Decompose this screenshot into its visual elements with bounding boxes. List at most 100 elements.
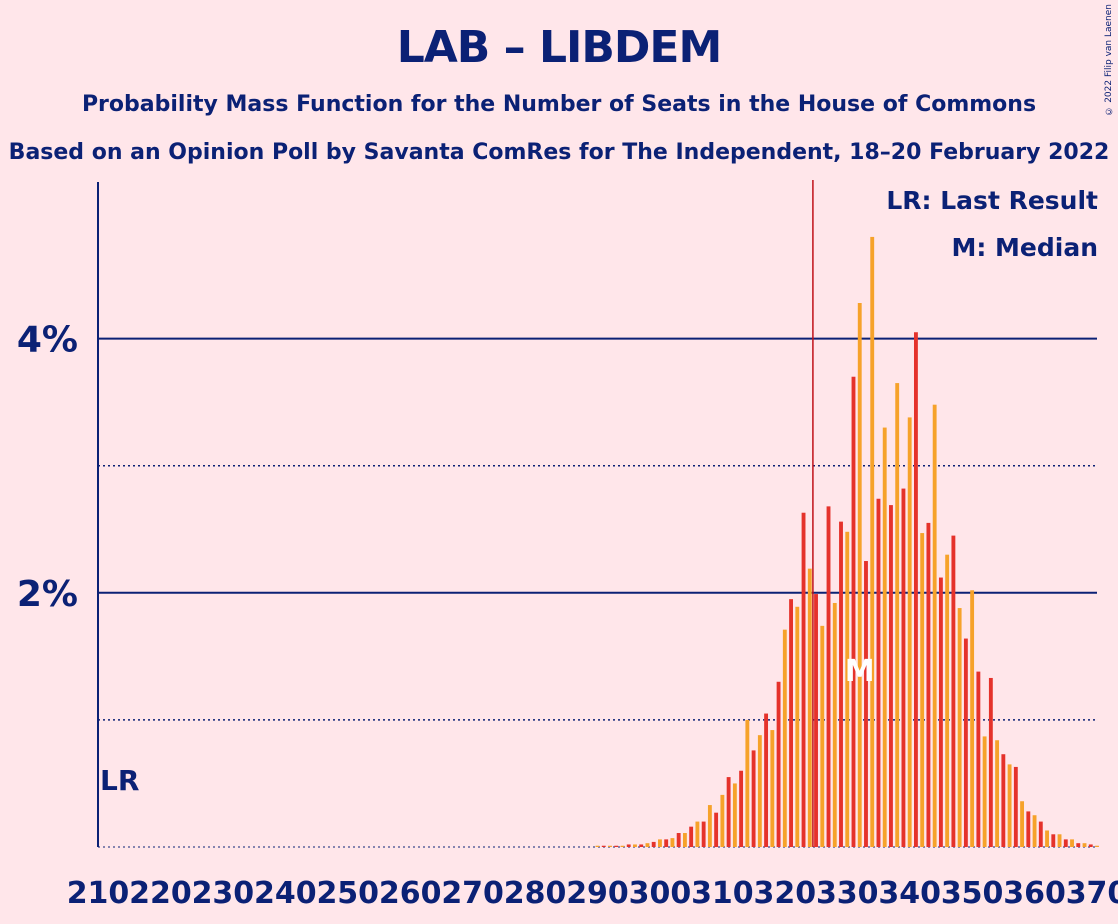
bar-seat-350 xyxy=(970,590,975,847)
bar-seat-369 xyxy=(1088,844,1093,847)
bar-seat-324 xyxy=(807,568,812,847)
y-tick-label: 4% xyxy=(17,320,78,361)
bar-seat-348 xyxy=(957,608,962,847)
bar-seat-327 xyxy=(826,506,831,847)
bar-seat-309 xyxy=(714,812,719,847)
bar-seat-355 xyxy=(1001,754,1006,847)
bar-seat-356 xyxy=(1007,764,1012,847)
bar-seat-314 xyxy=(745,719,750,847)
bar-seat-345 xyxy=(938,577,943,847)
x-tick-label: 280 xyxy=(504,876,567,911)
bar-seat-294 xyxy=(620,845,625,847)
bar-seat-328 xyxy=(832,602,837,847)
x-tick-label: 260 xyxy=(379,876,442,911)
bar-seat-308 xyxy=(707,805,712,847)
bar-seat-315 xyxy=(751,750,756,847)
bar-seat-316 xyxy=(757,735,762,847)
bar-seat-352 xyxy=(982,736,987,847)
bar-seat-368 xyxy=(1082,843,1087,847)
bar-seat-304 xyxy=(682,833,687,847)
bar-seat-295 xyxy=(626,844,631,847)
last-result-marker: LR xyxy=(100,764,139,797)
x-tick-label: 250 xyxy=(316,876,379,911)
bar-seat-359 xyxy=(1026,811,1031,847)
bar-seat-320 xyxy=(782,629,787,847)
bar-seat-325 xyxy=(814,594,818,847)
bar-seat-293 xyxy=(614,845,619,847)
median-marker: M xyxy=(845,654,875,689)
bar-seat-367 xyxy=(1076,843,1081,847)
bar-seat-332 xyxy=(857,303,862,848)
bar-seat-358 xyxy=(1020,801,1025,847)
bar-seat-364 xyxy=(1057,834,1062,847)
bar-seat-317 xyxy=(764,713,769,847)
bar-seat-299 xyxy=(651,841,656,847)
x-tick-label: 210 xyxy=(67,876,130,911)
bar-seat-335 xyxy=(876,498,881,847)
bar-seat-361 xyxy=(1038,821,1043,847)
chart-title: LAB – LIBDEM xyxy=(396,22,723,73)
bar-seat-298 xyxy=(645,843,650,847)
bar-seat-333 xyxy=(864,561,868,847)
bar-seat-311 xyxy=(726,777,731,847)
bar-seat-318 xyxy=(770,730,775,847)
x-tick-label: 300 xyxy=(629,876,692,911)
bar-seat-297 xyxy=(639,844,644,847)
bar-seat-319 xyxy=(776,681,781,847)
bar-seat-349 xyxy=(963,638,968,847)
bar-seat-362 xyxy=(1045,830,1049,847)
bar-seat-346 xyxy=(945,554,950,847)
bar-seat-290 xyxy=(595,845,600,847)
legend-median: M: Median xyxy=(951,233,1098,262)
bar-seat-338 xyxy=(895,383,900,847)
bar-seat-360 xyxy=(1032,815,1037,847)
bar-seat-351 xyxy=(976,671,981,847)
bar-seat-302 xyxy=(670,838,675,847)
bar-seat-347 xyxy=(951,535,956,847)
bar-seat-366 xyxy=(1070,839,1074,847)
bar-seat-331 xyxy=(851,376,856,847)
bar-seat-353 xyxy=(988,677,993,847)
bar-seat-339 xyxy=(901,488,906,847)
bar-seat-322 xyxy=(795,606,800,847)
x-tick-label: 270 xyxy=(441,876,504,911)
x-tick-label: 350 xyxy=(941,876,1004,911)
bar-seat-313 xyxy=(739,770,744,847)
bar-seat-306 xyxy=(695,821,700,847)
y-tick-label: 2% xyxy=(17,574,78,615)
bar-seat-301 xyxy=(664,839,669,847)
bar-seat-312 xyxy=(732,783,737,847)
bar-seat-337 xyxy=(889,505,893,847)
x-tick-label: 290 xyxy=(566,876,629,911)
x-tick-label: 240 xyxy=(254,876,317,911)
bar-seat-342 xyxy=(920,533,925,847)
bar-seat-363 xyxy=(1051,834,1056,847)
bar-seat-310 xyxy=(720,794,725,847)
bar-seat-323 xyxy=(801,512,806,847)
bar-seat-336 xyxy=(882,427,887,847)
bar-seat-365 xyxy=(1063,839,1068,847)
x-tick-label: 360 xyxy=(1003,876,1066,911)
x-tick-label: 230 xyxy=(192,876,255,911)
chart-subtitle: Probability Mass Function for the Number… xyxy=(81,92,1037,117)
legend-last-result: LR: Last Result xyxy=(886,186,1098,215)
bar-seat-341 xyxy=(913,332,918,847)
bar-seat-340 xyxy=(907,417,912,847)
bar-seat-305 xyxy=(689,826,694,847)
bar-seat-300 xyxy=(658,839,662,847)
x-tick-label: 220 xyxy=(129,876,192,911)
x-tick-label: 320 xyxy=(754,876,817,911)
bar-seat-307 xyxy=(701,821,706,847)
bar-seat-370 xyxy=(1095,845,1099,847)
x-tick-label: 370 xyxy=(1066,876,1118,911)
bar-seat-330 xyxy=(845,531,850,847)
x-tick-label: 310 xyxy=(691,876,754,911)
bar-seat-321 xyxy=(789,599,793,847)
bar-seat-329 xyxy=(839,521,843,847)
bar-seat-354 xyxy=(995,740,1000,847)
bar-seat-292 xyxy=(608,845,612,847)
chart-source-subtitle: Based on an Opinion Poll by Savanta ComR… xyxy=(8,140,1110,165)
bar-seat-357 xyxy=(1013,766,1018,847)
bar-seat-296 xyxy=(633,844,637,847)
